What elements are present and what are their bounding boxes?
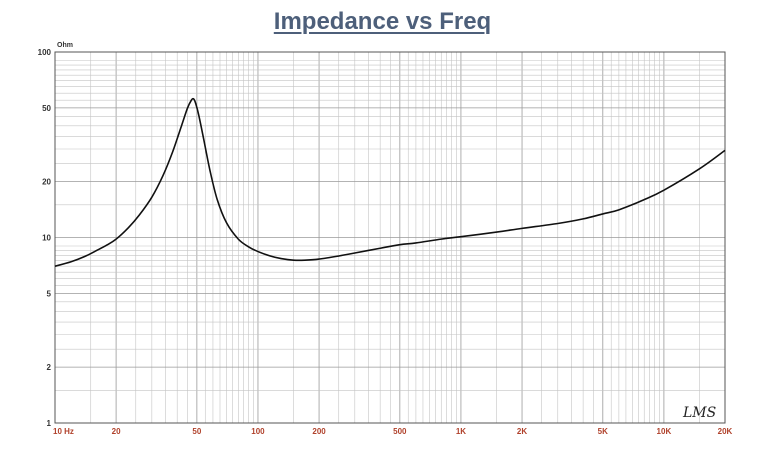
lms-logo: LMS [682, 405, 716, 421]
y-tick-label: 20 [42, 178, 51, 187]
x-tick-label: 50 [192, 427, 201, 436]
x-tick-label: 10 Hz [53, 427, 74, 436]
x-tick-label: 20K [718, 427, 733, 436]
x-tick-label: 500 [393, 427, 407, 436]
y-tick-label: 1 [47, 419, 52, 428]
grid [54, 52, 726, 424]
x-axis-ticks: 10 Hz 20 50 100 200 500 1K 2K 5K 10K 20K [53, 427, 733, 436]
x-tick-label: 5K [598, 427, 608, 436]
y-axis-ticks: 1 2 5 10 20 50 100 [38, 48, 52, 428]
y-tick-label: 2 [47, 363, 52, 372]
impedance-curve [54, 97, 726, 268]
chart-title: Impedance vs Freq [273, 8, 492, 35]
y-tick-label: 50 [42, 104, 51, 113]
plot-frame [54, 51, 726, 424]
impedance-series [54, 97, 726, 268]
x-tick-label: 200 [312, 427, 326, 436]
x-tick-label: 100 [251, 427, 265, 436]
x-tick-label: 1K [456, 427, 466, 436]
y-tick-label: 5 [47, 289, 52, 298]
x-tick-label: 2K [517, 427, 527, 436]
y-axis-unit-label: Ohm [57, 42, 73, 49]
x-tick-label: 20 [112, 427, 121, 436]
x-tick-label: 10K [657, 427, 672, 436]
y-tick-label: 10 [42, 234, 51, 243]
y-tick-label: 100 [38, 48, 52, 57]
